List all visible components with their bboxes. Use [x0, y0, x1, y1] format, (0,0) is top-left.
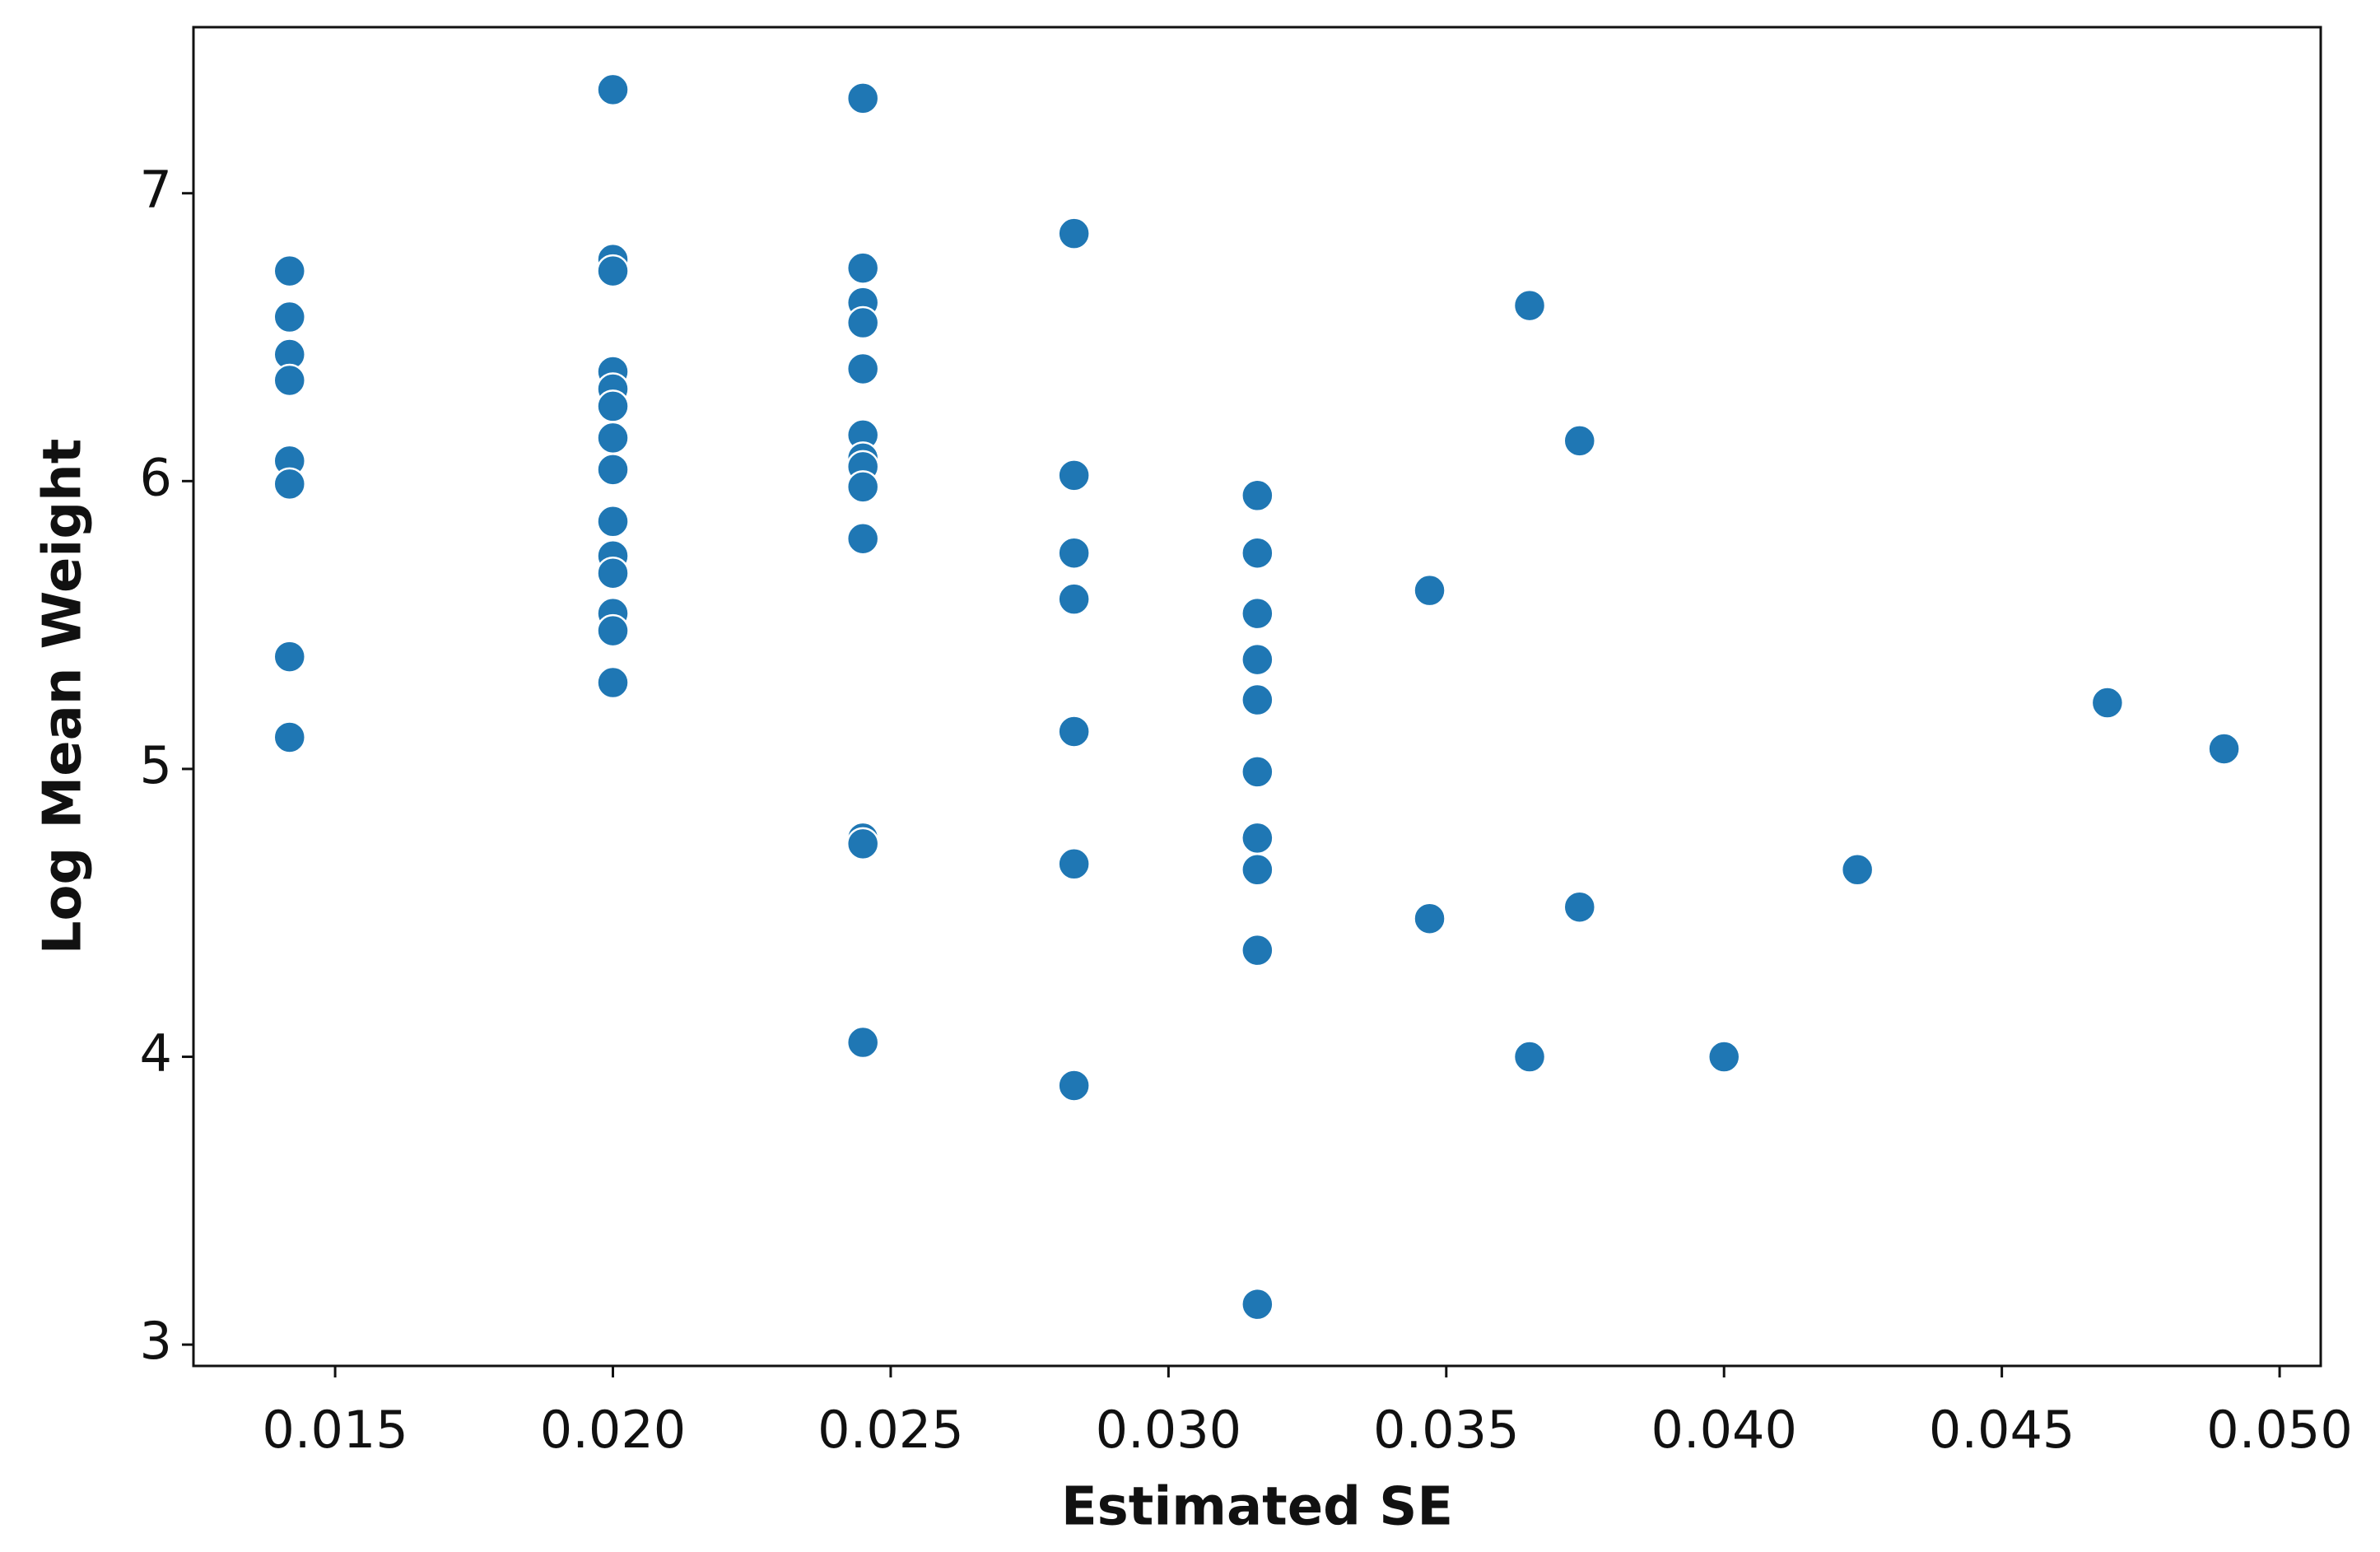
point: [845, 352, 880, 386]
point: [272, 300, 306, 334]
point: [596, 389, 630, 423]
point: [1057, 582, 1091, 616]
point: [1241, 683, 1274, 717]
point: [272, 640, 306, 673]
point: [845, 521, 880, 556]
point: [1241, 536, 1274, 570]
point: [272, 467, 306, 501]
point: [1413, 902, 1446, 935]
point: [1413, 573, 1446, 608]
point: [272, 363, 306, 398]
point: [1241, 821, 1274, 855]
point: [596, 421, 630, 455]
y-tick-label: 7: [140, 160, 172, 220]
point: [2090, 686, 2125, 720]
point: [845, 1025, 880, 1060]
y-tick-label: 6: [140, 447, 172, 507]
x-tick-label: 0.035: [1373, 1400, 1520, 1460]
y-tick-label: 4: [140, 1023, 172, 1084]
point: [1512, 288, 1547, 323]
x-axis-label: Estimated SE: [1061, 1477, 1453, 1538]
point: [596, 665, 630, 700]
point: [1241, 933, 1274, 967]
x-tick-label: 0.025: [817, 1400, 964, 1460]
y-tick-label: 3: [140, 1311, 172, 1371]
y-tick-label: 5: [140, 735, 172, 795]
point: [596, 505, 630, 538]
point: [845, 82, 880, 115]
point: [1563, 890, 1597, 924]
point: [1563, 424, 1597, 458]
x-tick-label: 0.040: [1651, 1400, 1797, 1460]
point: [1241, 596, 1274, 631]
point: [1057, 847, 1091, 881]
point: [1241, 642, 1274, 677]
point: [272, 254, 306, 288]
point: [272, 720, 306, 754]
point: [1241, 1287, 1274, 1321]
point: [845, 470, 880, 504]
point: [596, 556, 630, 590]
point: [845, 305, 880, 340]
x-tick-label: 0.050: [2206, 1400, 2353, 1460]
point: [1057, 536, 1091, 570]
x-tick-label: 0.045: [1929, 1400, 2075, 1460]
point: [1057, 1069, 1091, 1102]
point: [1241, 755, 1274, 789]
point: [596, 613, 630, 648]
x-tick-label: 0.030: [1096, 1400, 1242, 1460]
point: [596, 254, 630, 288]
point: [1241, 853, 1274, 887]
point: [1057, 217, 1091, 250]
x-tick-label: 0.020: [540, 1400, 687, 1460]
point: [845, 827, 880, 861]
plot-frame: [192, 26, 2322, 1368]
point: [2207, 732, 2241, 766]
y-axis-label: Log Mean Weight: [33, 439, 94, 955]
point: [1707, 1040, 1741, 1074]
point: [596, 72, 630, 107]
point: [1057, 459, 1091, 492]
point: [845, 251, 880, 285]
point: [1840, 853, 1875, 887]
point: [1512, 1040, 1547, 1074]
point: [1241, 478, 1274, 513]
x-tick-label: 0.015: [262, 1400, 408, 1460]
point: [596, 453, 630, 487]
point: [1057, 715, 1091, 748]
